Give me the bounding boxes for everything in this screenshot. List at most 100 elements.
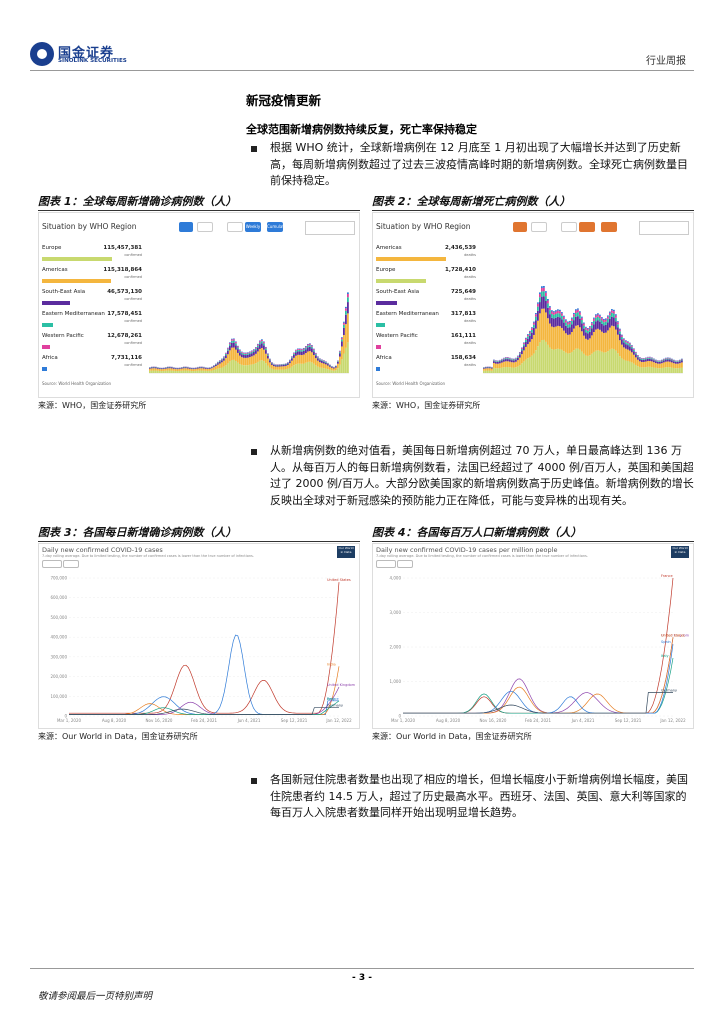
fig2-bar-segment — [635, 352, 637, 354]
fig1-bar-segment — [315, 353, 317, 355]
fig1-bar-segment — [201, 367, 203, 369]
fig1-bar-segment — [151, 368, 153, 371]
fig2-bar-segment — [509, 358, 511, 360]
fig2-bar-segment — [675, 368, 677, 373]
fig2-bar-segment — [563, 316, 565, 320]
fig2-bar-segment — [545, 312, 547, 342]
fig1-bar-segment — [275, 366, 277, 370]
fig2-bar-segment — [565, 322, 567, 326]
fig2-bar-segment — [599, 329, 601, 351]
fig2-bar-segment — [551, 317, 553, 327]
fig2-cumulative-button[interactable] — [601, 222, 617, 232]
fig2-bar-segment — [589, 331, 591, 339]
fig1-select[interactable] — [305, 221, 355, 235]
fig1-bar-segment — [229, 344, 231, 347]
fig1-bar-segment — [219, 363, 221, 369]
fig2-region-value: 317,813 — [450, 311, 476, 317]
fig1-bar-segment — [263, 341, 265, 343]
fig2-bar-segment — [505, 361, 507, 367]
fig1-bar-segment — [311, 345, 313, 346]
fig1-bar-segment — [315, 358, 317, 366]
fig1-bar-segment — [267, 355, 269, 359]
fig2-select[interactable] — [639, 221, 689, 235]
fig2-bar-segment — [517, 355, 519, 357]
fig3-y-tick: 200,000 — [50, 674, 67, 679]
fig1-bar-toggle[interactable] — [197, 222, 213, 232]
fig2-plot — [483, 285, 683, 374]
fig3-change-country-button[interactable] — [42, 560, 62, 568]
fig1-bar-segment — [173, 368, 175, 371]
fig3-log-toggle[interactable] — [63, 560, 79, 568]
fig1-bar-segment — [205, 367, 207, 369]
fig2-bar-segment — [667, 357, 669, 359]
fig2-bar-segment — [547, 344, 549, 373]
fig2-bar-segment — [603, 319, 605, 323]
fig1-bar-segment — [269, 359, 271, 361]
fig4-log-toggle[interactable] — [397, 560, 413, 568]
fig1-bar-segment — [159, 369, 161, 371]
figure-2-title: 图表 2：全球每周新增死亡病例数（人） — [372, 195, 571, 208]
figure-1-title: 图表 1：全球每周新增确诊病例数（人） — [38, 195, 237, 208]
fig4-change-country-button[interactable] — [376, 560, 396, 568]
fig1-bar-segment — [265, 350, 267, 354]
fig2-bar-segment — [527, 358, 529, 373]
fig2-bar-segment — [671, 367, 673, 373]
fig2-region-sub: deaths — [464, 297, 476, 301]
fig1-weekly-button[interactable]: Weekly — [245, 222, 261, 232]
fig2-bar-segment — [655, 359, 657, 361]
fig2-bar-segment — [541, 286, 543, 288]
fig2-bar-segment — [525, 342, 527, 347]
fig1-line-toggle[interactable] — [179, 222, 193, 232]
fig2-bar-segment — [517, 360, 519, 367]
fig2-bar-segment — [629, 343, 631, 345]
fig2-bar-toggle[interactable] — [531, 222, 547, 232]
fig2-bar-segment — [569, 327, 571, 335]
fig2-bar-segment — [637, 356, 639, 358]
fig1-bar-segment — [309, 361, 311, 373]
fig2-bar-segment — [677, 368, 679, 373]
fig2-weekly-button[interactable] — [579, 222, 595, 232]
fig2-bar-segment — [555, 313, 557, 318]
fig1-bar-segment — [203, 368, 205, 371]
fig2-bar-segment — [495, 368, 497, 373]
fig2-bar-segment — [511, 362, 513, 368]
fig2-bar-segment — [609, 311, 611, 313]
fig1-bar-segment — [305, 346, 307, 348]
fig1-bar-segment — [171, 368, 173, 371]
fig2-bar-segment — [571, 351, 573, 373]
fig2-bar-segment — [597, 314, 599, 317]
fig2-bar-segment — [537, 306, 539, 311]
fig1-bar-segment — [345, 324, 347, 348]
fig1-cumulative-button[interactable]: Cumulative — [267, 222, 290, 232]
fig2-line-toggle[interactable] — [513, 222, 527, 232]
fig1-bar-segment — [251, 351, 253, 354]
fig1-bar-segment — [221, 358, 223, 360]
fig2-bar-segment — [523, 343, 525, 345]
bullet-icon — [251, 778, 257, 784]
figure-3-rule — [38, 541, 360, 542]
fig2-bar-segment — [559, 309, 561, 312]
fig1-bar-segment — [167, 368, 169, 371]
fig1-bar-segment — [301, 351, 303, 356]
fig1-bar-segment — [341, 341, 343, 347]
fig1-daily-button[interactable] — [227, 222, 243, 232]
fig2-bar-segment — [635, 354, 637, 358]
fig1-bar-segment — [331, 367, 333, 371]
fig1-bar-segment — [255, 347, 257, 349]
fig1-bar-segment — [273, 366, 275, 370]
fig2-bar-segment — [561, 315, 563, 320]
fig2-bar-segment — [545, 341, 547, 373]
fig2-bar-segment — [595, 317, 597, 322]
fig2-bar-segment — [507, 361, 509, 367]
fig1-bar-segment — [261, 343, 263, 348]
fig1-bar-segment — [345, 347, 347, 373]
fig2-daily-button[interactable] — [561, 222, 577, 232]
fig1-bar-segment — [163, 368, 165, 369]
page-number: - 3 - — [352, 973, 372, 983]
fig2-bar-segment — [599, 314, 601, 316]
figure-3-chart: Daily new confirmed COVID-19 cases 7-day… — [38, 543, 360, 729]
fig3-series-line — [69, 700, 340, 715]
fig1-bar-segment — [325, 368, 327, 373]
fig1-bar-segment — [303, 354, 305, 364]
fig1-bar-segment — [263, 345, 265, 350]
